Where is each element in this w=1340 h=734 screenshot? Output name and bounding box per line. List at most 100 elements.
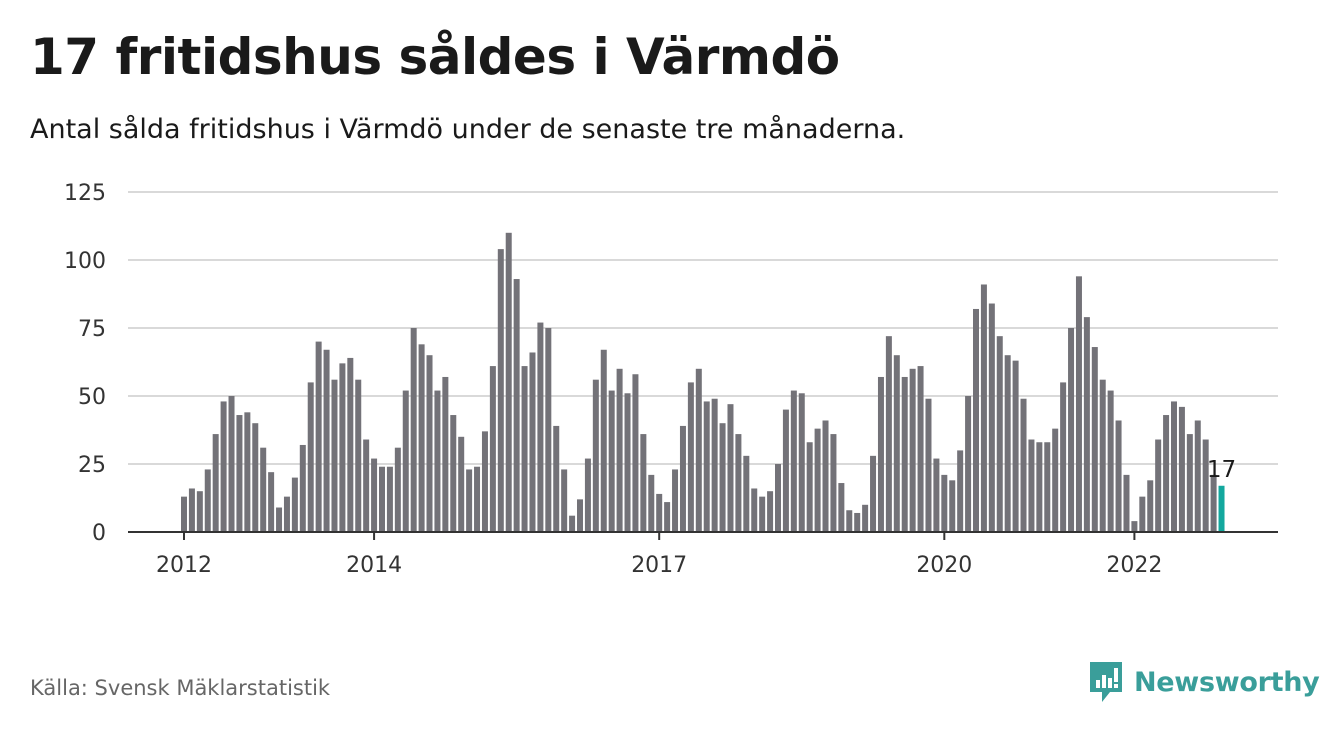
bar bbox=[537, 322, 544, 532]
bar bbox=[450, 415, 457, 532]
bar bbox=[782, 409, 789, 532]
bar bbox=[212, 434, 219, 532]
x-tick-label: 2017 bbox=[631, 553, 687, 578]
y-tick-label: 50 bbox=[78, 385, 106, 410]
bar bbox=[846, 510, 853, 532]
bar bbox=[624, 393, 631, 532]
bar bbox=[577, 499, 583, 532]
bar bbox=[1083, 317, 1090, 532]
bar bbox=[569, 515, 576, 532]
bar bbox=[220, 401, 227, 532]
bar bbox=[1123, 474, 1130, 532]
bar bbox=[822, 420, 829, 532]
bar bbox=[323, 349, 330, 532]
bar bbox=[1044, 442, 1051, 532]
bar bbox=[679, 425, 686, 532]
bar bbox=[798, 393, 805, 532]
bar bbox=[228, 396, 235, 532]
bar bbox=[877, 376, 884, 532]
bar bbox=[949, 480, 956, 532]
bar bbox=[529, 352, 536, 532]
bar bbox=[315, 341, 322, 532]
bar bbox=[751, 488, 758, 532]
bar bbox=[260, 447, 267, 532]
bar bbox=[1075, 276, 1082, 532]
bar bbox=[1068, 328, 1075, 532]
bar bbox=[933, 458, 940, 532]
bar bbox=[854, 512, 861, 532]
bar bbox=[394, 447, 401, 532]
bar bbox=[521, 366, 528, 532]
brand: Newsworthy bbox=[1088, 660, 1320, 704]
bar bbox=[640, 434, 647, 532]
bar bbox=[735, 434, 742, 532]
bar bbox=[885, 336, 892, 532]
bar bbox=[965, 396, 972, 532]
bar bbox=[402, 390, 409, 532]
chart-subtitle: Antal sålda fritidshus i Värmdö under de… bbox=[30, 114, 906, 145]
bar bbox=[268, 472, 275, 532]
bar bbox=[561, 469, 568, 532]
bar bbox=[426, 355, 433, 532]
bar bbox=[434, 390, 441, 532]
bar bbox=[513, 279, 520, 532]
bar bbox=[767, 491, 774, 532]
y-tick-label: 75 bbox=[78, 317, 106, 342]
bar bbox=[1210, 474, 1217, 532]
bar bbox=[727, 404, 734, 532]
bar bbox=[1060, 382, 1067, 532]
bar bbox=[553, 425, 560, 532]
bar bbox=[442, 376, 449, 532]
bar bbox=[656, 493, 663, 532]
y-tick-label: 100 bbox=[64, 249, 106, 274]
bar bbox=[695, 368, 702, 532]
bar bbox=[497, 249, 504, 532]
bar bbox=[339, 363, 346, 532]
bar bbox=[648, 474, 655, 532]
bar bbox=[806, 442, 813, 532]
bar bbox=[299, 444, 306, 532]
bar bbox=[909, 368, 916, 532]
bar bbox=[1131, 521, 1138, 532]
bar bbox=[244, 412, 251, 532]
annotations: 17 bbox=[1207, 457, 1236, 483]
bar bbox=[1115, 420, 1122, 532]
bar bbox=[355, 379, 362, 532]
bar bbox=[481, 431, 488, 532]
bar bbox=[1107, 390, 1114, 532]
bar bbox=[196, 491, 203, 532]
x-axis: 2012 2014 2017 2020 2022 bbox=[128, 531, 1278, 578]
bar bbox=[1020, 398, 1027, 532]
bar bbox=[418, 344, 425, 532]
brand-name: Newsworthy bbox=[1134, 666, 1320, 698]
bar bbox=[1155, 439, 1162, 532]
bar bbox=[759, 496, 766, 532]
bar bbox=[1186, 434, 1193, 532]
bar bbox=[1028, 439, 1035, 532]
bar bbox=[1163, 415, 1170, 532]
bar bbox=[616, 368, 623, 532]
source-note: Källa: Svensk Mäklarstatistik bbox=[30, 676, 331, 700]
bar bbox=[474, 466, 481, 532]
y-tick-label: 25 bbox=[78, 453, 106, 478]
bar bbox=[410, 328, 417, 532]
bar bbox=[1139, 496, 1146, 532]
bar bbox=[466, 469, 473, 532]
bar bbox=[276, 507, 283, 532]
bar bbox=[1091, 347, 1098, 532]
bar bbox=[973, 308, 979, 532]
bar bbox=[988, 303, 995, 532]
bar bbox=[363, 439, 370, 532]
bar bbox=[331, 379, 338, 532]
y-axis-labels: 0 25 50 75 100 125 bbox=[64, 181, 106, 546]
chart-bubble-icon bbox=[1090, 662, 1122, 702]
bar bbox=[545, 328, 552, 532]
data-label: 17 bbox=[1207, 457, 1236, 483]
bar bbox=[371, 458, 378, 532]
bar bbox=[1194, 420, 1201, 532]
bar bbox=[862, 504, 869, 532]
bar bbox=[252, 423, 259, 532]
highlight-bar bbox=[1218, 485, 1225, 532]
bar bbox=[608, 390, 615, 532]
bar bbox=[1099, 379, 1106, 532]
